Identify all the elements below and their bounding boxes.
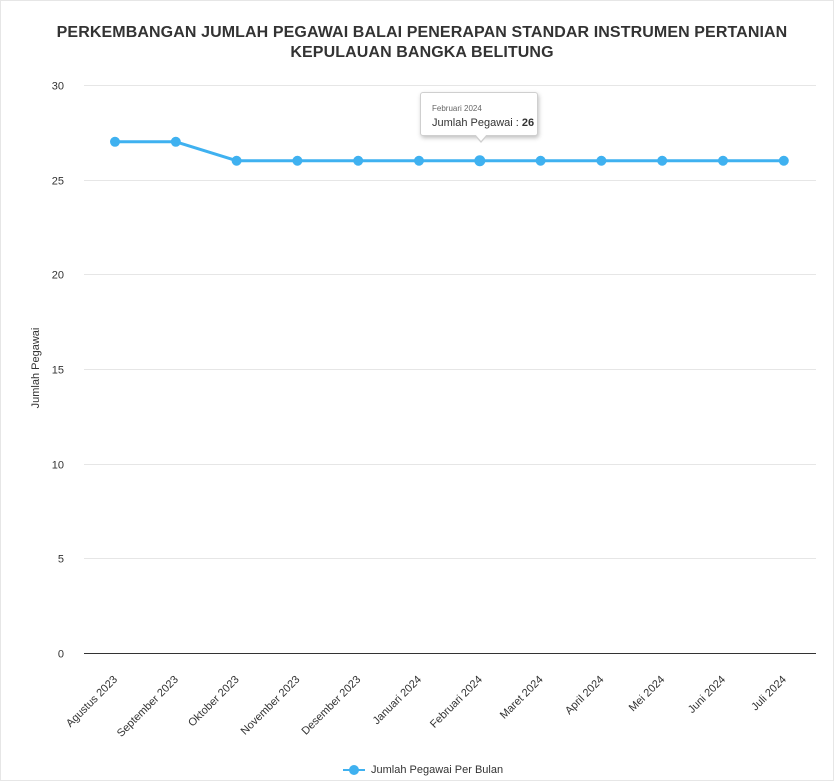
- x-tick-label: Oktober 2023: [186, 674, 242, 730]
- data-point[interactable]: [231, 155, 242, 166]
- tooltip-value: 26: [521, 117, 535, 129]
- tooltip-header: Februari 2024: [432, 104, 482, 113]
- x-tick-label: Juni 2024: [686, 674, 728, 716]
- data-point[interactable]: [170, 136, 181, 147]
- y-tick-label: 25: [52, 176, 64, 188]
- data-point[interactable]: [657, 155, 668, 166]
- x-tick-label: Agustus 2023: [64, 674, 120, 730]
- y-tick-label: 5: [58, 554, 64, 566]
- data-point[interactable]: [110, 136, 120, 147]
- data-point[interactable]: [474, 155, 486, 167]
- y-tick-label: 10: [52, 460, 64, 472]
- x-tick-label: November 2023: [239, 674, 303, 738]
- tooltip-body: Jumlah Pegawai : 26: [432, 116, 537, 130]
- chart-title-line-2: KEPULAUAN BANGKA BELITUNG: [290, 44, 554, 61]
- tooltip-label: Jumlah Pegawai :: [432, 117, 522, 129]
- legend-line-marker-icon: [343, 764, 365, 776]
- y-tick-label: 15: [52, 365, 64, 377]
- data-point[interactable]: [535, 155, 546, 166]
- tooltip: Februari 2024 Jumlah Pegawai : 26: [420, 92, 538, 143]
- x-tick-label: Mei 2024: [627, 674, 667, 714]
- legend-label: Jumlah Pegawai Per Bulan: [371, 764, 504, 776]
- data-point[interactable]: [718, 155, 728, 166]
- x-tick-label: September 2023: [115, 674, 181, 740]
- chart-title: PERKEMBANGAN JUMLAH PEGAWAI BALAI PENERA…: [0, 23, 834, 63]
- series-line: [113, 140, 786, 163]
- x-tick-label: Februari 2024: [428, 674, 485, 731]
- y-tick-label: 0: [58, 649, 64, 661]
- data-point[interactable]: [596, 155, 607, 166]
- data-point[interactable]: [414, 155, 424, 166]
- tooltip-caret-inner: [475, 134, 487, 141]
- y-axis-title: Jumlah Pegawai: [30, 328, 42, 409]
- y-tick-label: 30: [52, 81, 64, 93]
- x-tick-label: Juli 2024: [749, 674, 789, 714]
- legend-item[interactable]: Jumlah Pegawai Per Bulan: [343, 762, 503, 778]
- x-tick-label: Maret 2024: [498, 674, 546, 722]
- data-point[interactable]: [778, 155, 789, 166]
- data-point[interactable]: [353, 155, 364, 166]
- chart-title-line-1: PERKEMBANGAN JUMLAH PEGAWAI BALAI PENERA…: [56, 24, 788, 41]
- x-tick-label: April 2024: [563, 674, 607, 718]
- x-tick-label: Desember 2023: [299, 674, 363, 738]
- x-tick-label: Januari 2024: [371, 674, 424, 727]
- y-tick-label: 20: [52, 270, 64, 282]
- data-point[interactable]: [292, 155, 303, 166]
